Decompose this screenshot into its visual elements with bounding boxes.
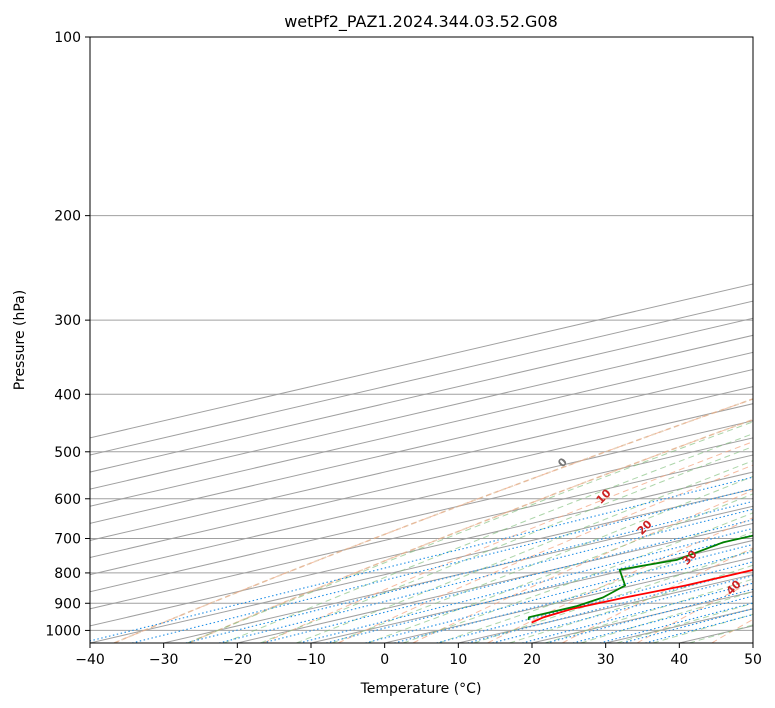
x-tick-label: 10 — [449, 652, 467, 668]
x-tick-label: 30 — [597, 652, 615, 668]
mixing-ratio-line — [599, 602, 753, 643]
mixing-ratio-line — [218, 508, 753, 643]
moist-adiabat-line — [331, 475, 753, 643]
y-tick-label: 900 — [54, 596, 81, 612]
background-lines — [90, 37, 753, 643]
x-tick-label: 20 — [523, 652, 541, 668]
isotherm-line — [237, 522, 753, 643]
plot-frame — [89, 36, 754, 644]
moist-adiabat-line — [438, 531, 753, 643]
y-tick-label: 800 — [54, 566, 81, 582]
y-tick-label: 1000 — [45, 623, 81, 639]
mixing-ratio-line — [131, 488, 753, 643]
dry-adiabat-line — [263, 441, 753, 643]
mixing-ratio-line — [394, 550, 753, 643]
x-tick-label: −20 — [223, 652, 253, 668]
mixing-ratio-line — [622, 608, 753, 643]
isotherm-line — [90, 403, 753, 559]
isotherm-line — [163, 505, 753, 643]
isotherm-line — [90, 471, 753, 627]
mixing-ratio-line — [299, 527, 753, 643]
dry-adiabat-line — [188, 418, 753, 643]
moist-adiabat-line — [223, 433, 753, 643]
moist-adiabat-line — [367, 493, 753, 643]
x-tick-label: 0 — [380, 652, 389, 668]
temperature-profile — [531, 569, 753, 624]
chart-title: wetPf2_PAZ1.2024.344.03.52.G08 — [284, 12, 558, 32]
y-tick-label: 500 — [54, 445, 81, 461]
x-tick-label: −10 — [296, 652, 326, 668]
x-tick-label: −30 — [149, 652, 179, 668]
isotherm-line — [90, 454, 753, 610]
dry-adiabat-line — [487, 517, 753, 643]
isotherm-line — [90, 317, 753, 473]
x-tick-label: −40 — [75, 652, 105, 668]
y-axis-label: Pressure (hPa) — [12, 290, 28, 390]
isotherm-line — [90, 283, 753, 439]
y-tick-label: 200 — [54, 209, 81, 225]
y-tick-label: 700 — [54, 532, 81, 548]
x-axis-label: Temperature (°C) — [360, 681, 482, 697]
isotherm-line — [90, 488, 753, 643]
moist-adiabat-line — [402, 512, 753, 643]
mixing-ratio-line — [185, 500, 753, 643]
y-tick-label: 400 — [54, 387, 81, 403]
y-tick-label: 600 — [54, 492, 81, 508]
moist-adiabat-line — [260, 446, 753, 643]
isotherm-line — [90, 334, 753, 490]
moist-adiabat-line — [187, 421, 753, 643]
isotherm-line — [90, 300, 753, 456]
x-tick-label: 50 — [744, 652, 762, 668]
mixing-ratio-line — [645, 614, 753, 643]
dewpoint-profile — [527, 534, 753, 621]
isotherm-line — [90, 437, 753, 593]
moist-adiabat-line — [473, 549, 753, 643]
dry-adiabat-line — [113, 398, 753, 643]
y-tick-label: 300 — [54, 313, 81, 329]
moist-adiabat-line — [544, 578, 753, 643]
y-tick-label: 100 — [54, 30, 81, 46]
x-tick-label: 40 — [670, 652, 688, 668]
isotherm-line — [310, 539, 753, 643]
sounding-series — [527, 534, 753, 624]
mixing-ratio-line — [365, 543, 753, 643]
axes: −40 −30 −20 −10 0 10 20 30 40 50 100 200 300 400 500 60… — [45, 30, 762, 668]
mixing-ratio-line — [262, 519, 753, 643]
mixing-ratio-line — [572, 595, 753, 643]
isotherm-line — [90, 420, 753, 576]
moist-adiabat-line — [296, 460, 753, 643]
